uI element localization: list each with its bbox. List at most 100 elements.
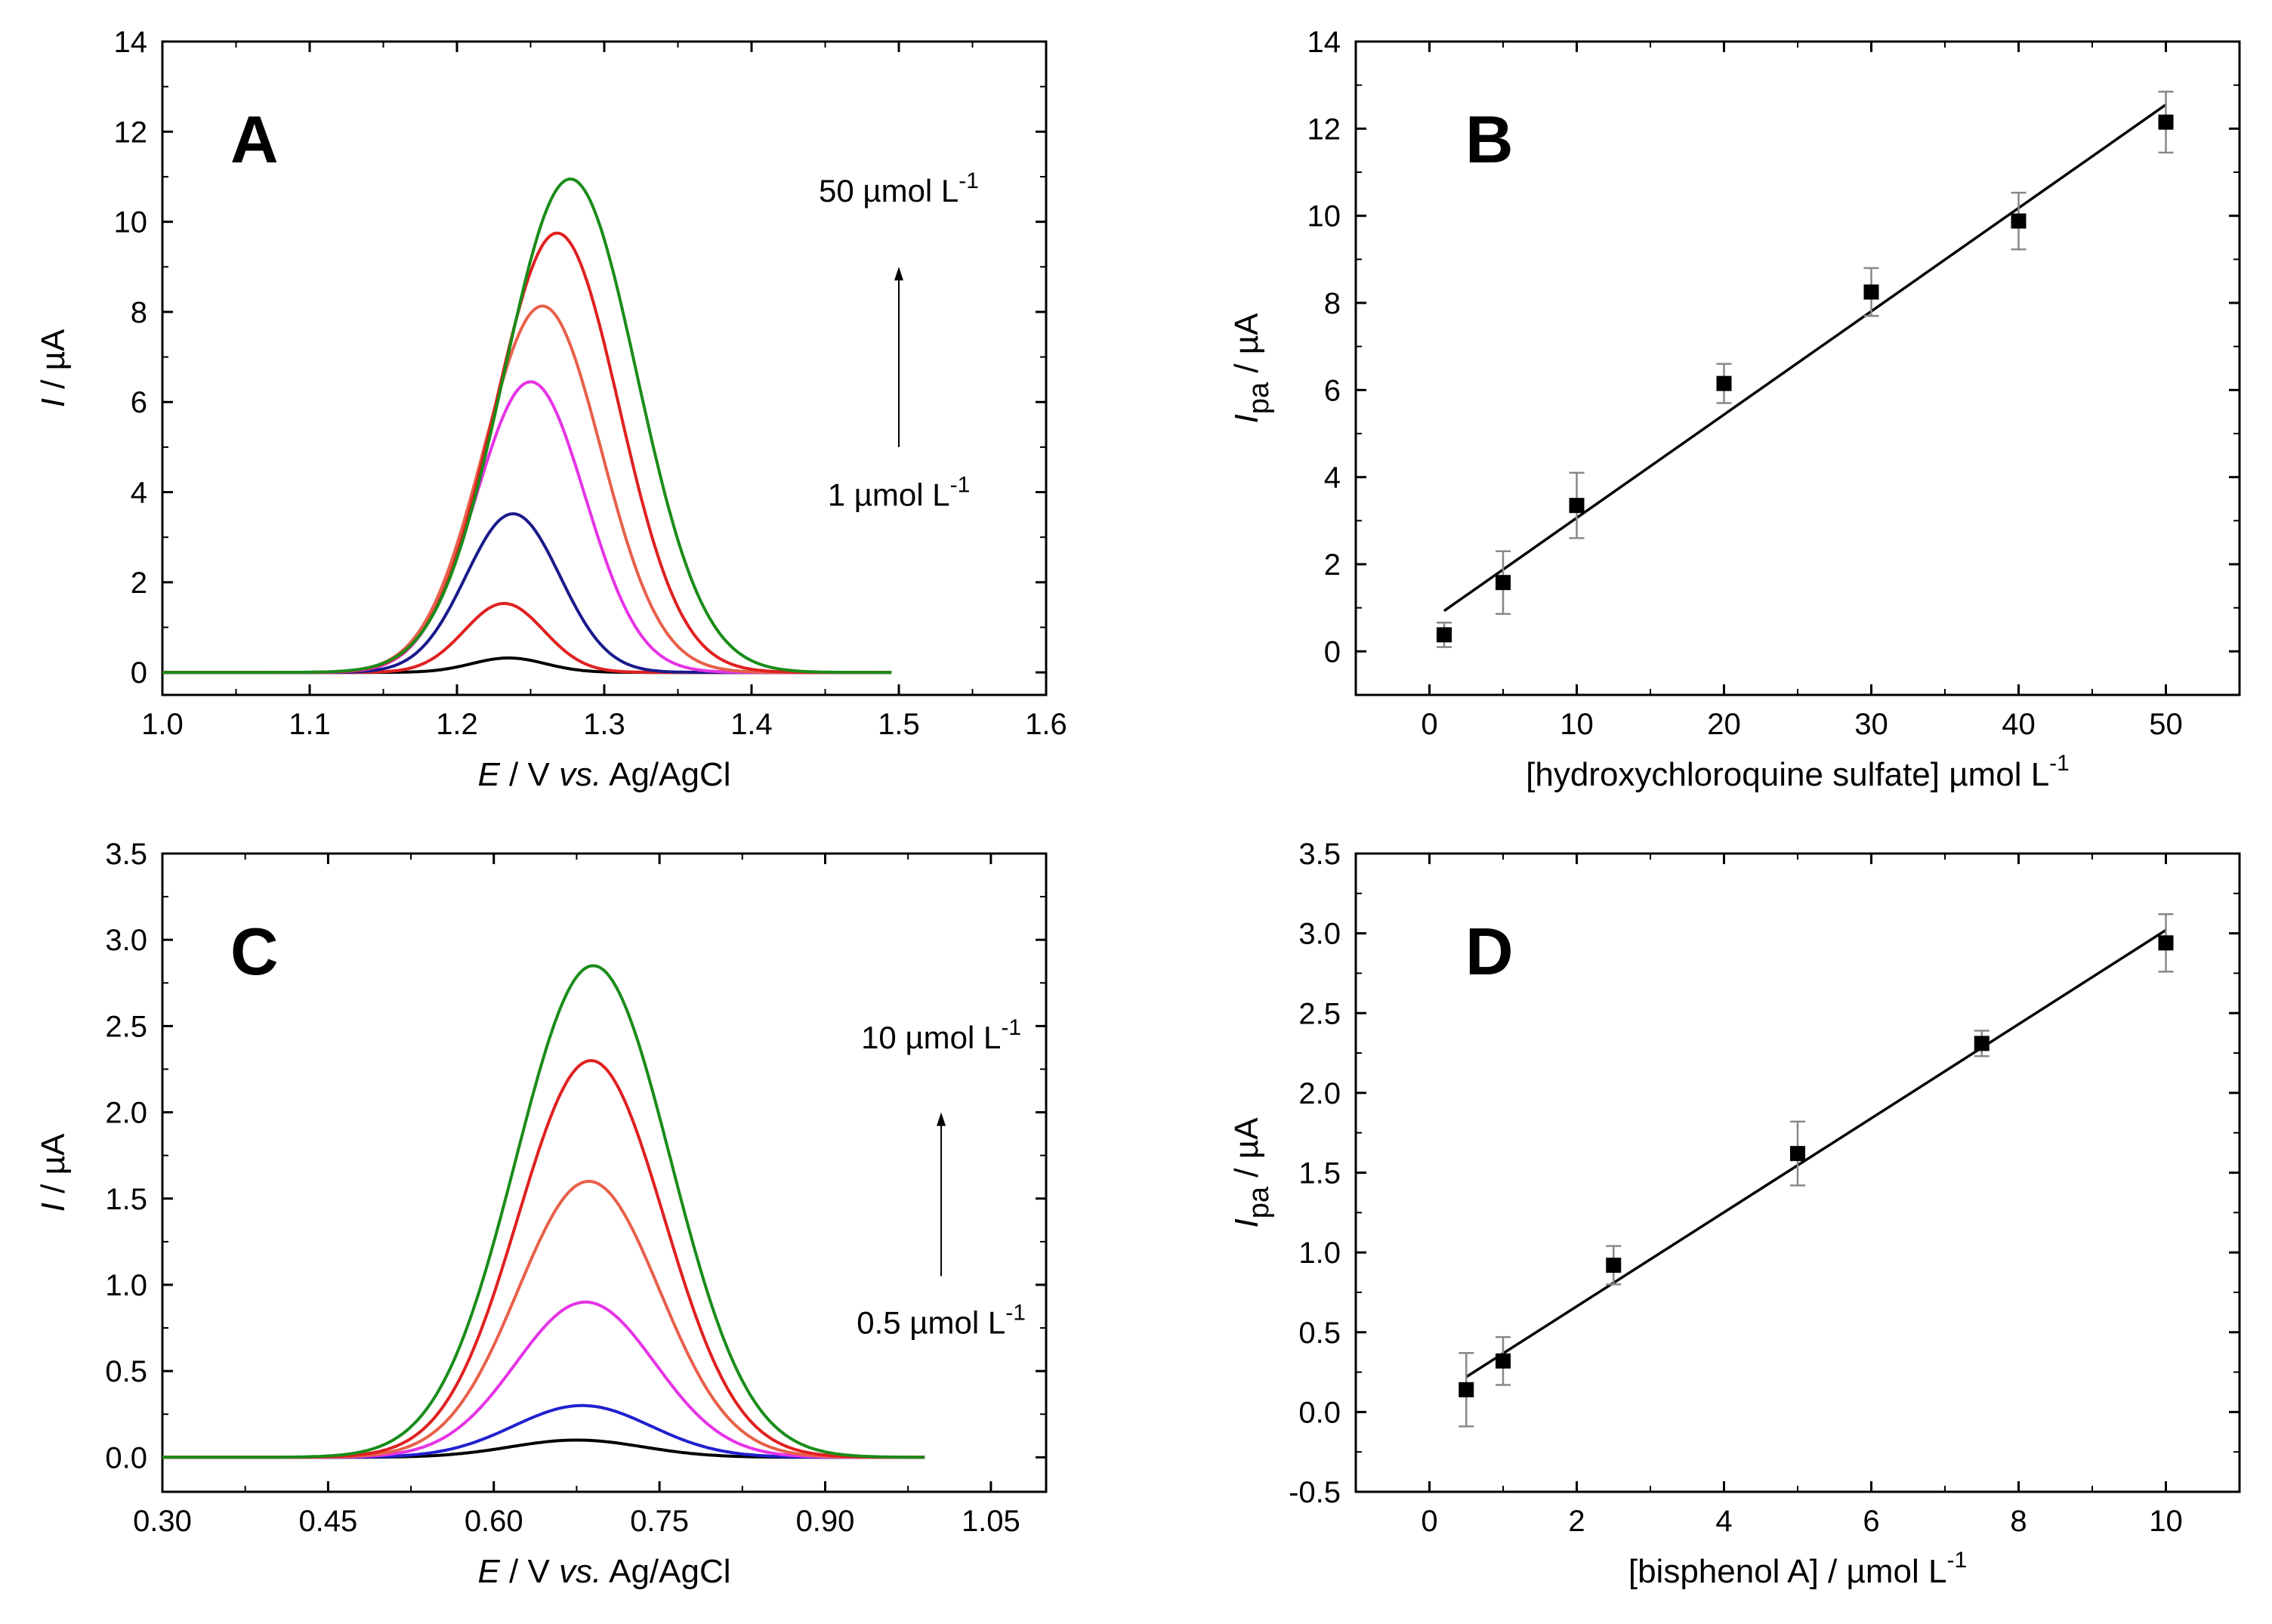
y-axis-title-rest: / µA (1228, 1117, 1265, 1187)
fit-line (1443, 103, 2167, 613)
data-point (2158, 935, 2174, 951)
y-tick-label: 4 (131, 477, 147, 510)
x-tick-label: 2 (1568, 1505, 1585, 1538)
data-point (1437, 627, 1452, 643)
data-point (1496, 1353, 1511, 1369)
series-line-5 (162, 601, 892, 675)
y-tick-label: 1.0 (1298, 1237, 1341, 1270)
data-point (1606, 1258, 1622, 1274)
panel-letter: C (230, 914, 279, 989)
series-line-2.5 (162, 1300, 925, 1459)
x-axis-title-text: [hydroxychloroquine sulfate] µmol L (1526, 756, 2049, 793)
y-axis-title-sub: pa (1243, 381, 1275, 414)
y-tick-label: 3.5 (105, 838, 147, 871)
y-tick-label: 0 (131, 656, 147, 690)
y-tick-label: 8 (1324, 287, 1341, 320)
x-tick-label: 0.60 (465, 1505, 523, 1538)
y-axis-title-rest: / µA (35, 329, 72, 398)
panel-b: 0 10 20 30 40 50 0 2 4 6 8 10 12 14 [hydroxychloroquin… (1228, 26, 2241, 793)
series-line-30 (162, 304, 892, 675)
y-tick-label: 4 (1324, 462, 1341, 495)
x-axis-title-text: [bisphenol A] / µmol L (1628, 1553, 1947, 1590)
x-tick-label: 1.3 (583, 708, 625, 741)
y-tick-label: 0.5 (105, 1355, 147, 1388)
y-tick-label: 8 (131, 296, 147, 329)
x-tick-label: 0.75 (630, 1505, 689, 1538)
y-tick-label: 6 (1324, 374, 1341, 407)
data-point (1569, 498, 1585, 514)
x-axis-title-rest: Ag/AgCl (601, 1553, 730, 1590)
x-axis-title-sup: -1 (2049, 751, 2070, 776)
x-tick-label: 8 (2010, 1505, 2027, 1538)
annotation-top: 50 µmol L-1 (819, 168, 979, 208)
panel-d: 0 2 4 6 8 10 -0.5 0.0 0.5 1.0 1.5 2.0 2.5 3.0 3.5 [bisp… (1228, 838, 2241, 1590)
data-point (2011, 213, 2027, 229)
x-axis-title-italic: E (477, 1553, 500, 1590)
y-axis-title: I / µA (35, 1133, 72, 1212)
series-line-50 (162, 177, 892, 675)
y-tick-label: 0.5 (1298, 1317, 1341, 1350)
y-tick-label: 0.0 (1298, 1396, 1341, 1429)
y-tick-label: 2 (1324, 548, 1341, 582)
y-tick-label: 12 (1307, 113, 1341, 146)
panel-a: 1.0 1.1 1.2 1.3 1.4 1.5 1.6 0 2 4 6 8 10 12 14 E / V vs… (35, 26, 1067, 793)
x-tick-label: 0.90 (796, 1505, 855, 1538)
series-line-1 (162, 1403, 925, 1459)
x-tick-label: 6 (1863, 1505, 1879, 1538)
x-axis-title-italic2: vs. (559, 756, 601, 793)
data-point (1496, 575, 1511, 591)
annotation-bottom: 0.5 µmol L-1 (857, 1301, 1026, 1341)
data-point (1790, 1146, 1805, 1162)
y-tick-label: 10 (1307, 200, 1341, 233)
y-axis-title-italic: I (35, 1203, 72, 1212)
x-tick-label: 1.1 (289, 708, 331, 741)
panel-letter: B (1465, 102, 1514, 177)
y-tick-label: 3.0 (105, 924, 147, 957)
x-axis-title: E / V vs. Ag/AgCl (477, 1553, 730, 1590)
series-line-10 (162, 512, 892, 675)
annotation-bottom-sup: -1 (1005, 1301, 1026, 1326)
y-axis-title-italic: I (1228, 1218, 1265, 1227)
y-tick-label: 12 (114, 116, 148, 149)
y-tick-label: 1.5 (105, 1183, 147, 1216)
x-tick-label: 1.5 (878, 708, 920, 741)
y-tick-label: 14 (1307, 26, 1341, 59)
annotation-bottom-sup: -1 (950, 473, 971, 498)
y-tick-label: 2 (131, 567, 147, 600)
y-axis-title-rest: / µA (1228, 313, 1265, 382)
annotation-top-main: 10 µmol L (861, 1020, 1001, 1055)
y-tick-label: 3.5 (1298, 838, 1341, 871)
x-tick-label: 1.05 (962, 1505, 1020, 1538)
x-tick-label: 40 (2002, 708, 2036, 741)
x-axis-title: E / V vs. Ag/AgCl (477, 756, 730, 793)
y-axis-title: I / µA (35, 329, 72, 407)
x-tick-label: 0.45 (298, 1505, 357, 1538)
annotation-top: 10 µmol L-1 (861, 1015, 1021, 1055)
series-line-40 (162, 231, 892, 675)
x-axis-title: [bisphenol A] / µmol L-1 (1628, 1548, 1967, 1590)
data-point (1863, 284, 1879, 300)
y-axis-title: Ipa / µA (1228, 1117, 1275, 1228)
annotation-bottom-main: 0.5 µmol L (857, 1305, 1005, 1341)
plot-frame (161, 852, 1048, 1493)
y-tick-label: 14 (114, 26, 148, 59)
data-point (1716, 375, 1732, 391)
annotation-top-sup: -1 (958, 168, 979, 193)
y-tick-label: 2.5 (105, 1010, 147, 1043)
x-tick-label: 0 (1421, 708, 1437, 741)
trend-arrow-head (894, 267, 903, 281)
x-tick-label: 0 (1421, 1505, 1437, 1538)
x-tick-label: 1.6 (1025, 708, 1067, 741)
y-axis-title-rest: / µA (35, 1133, 72, 1203)
plot-frame (161, 40, 1048, 696)
x-tick-label: 1.4 (730, 708, 773, 741)
annotation-bottom: 1 µmol L-1 (828, 473, 971, 513)
y-tick-label: 2.0 (105, 1097, 147, 1130)
panel-letter: D (1465, 914, 1514, 989)
data-point (2158, 114, 2174, 130)
series-line-7.5 (162, 1059, 925, 1459)
y-tick-label: 0.0 (105, 1441, 147, 1474)
fit-line (1465, 928, 2167, 1379)
x-tick-label: 20 (1707, 708, 1741, 741)
